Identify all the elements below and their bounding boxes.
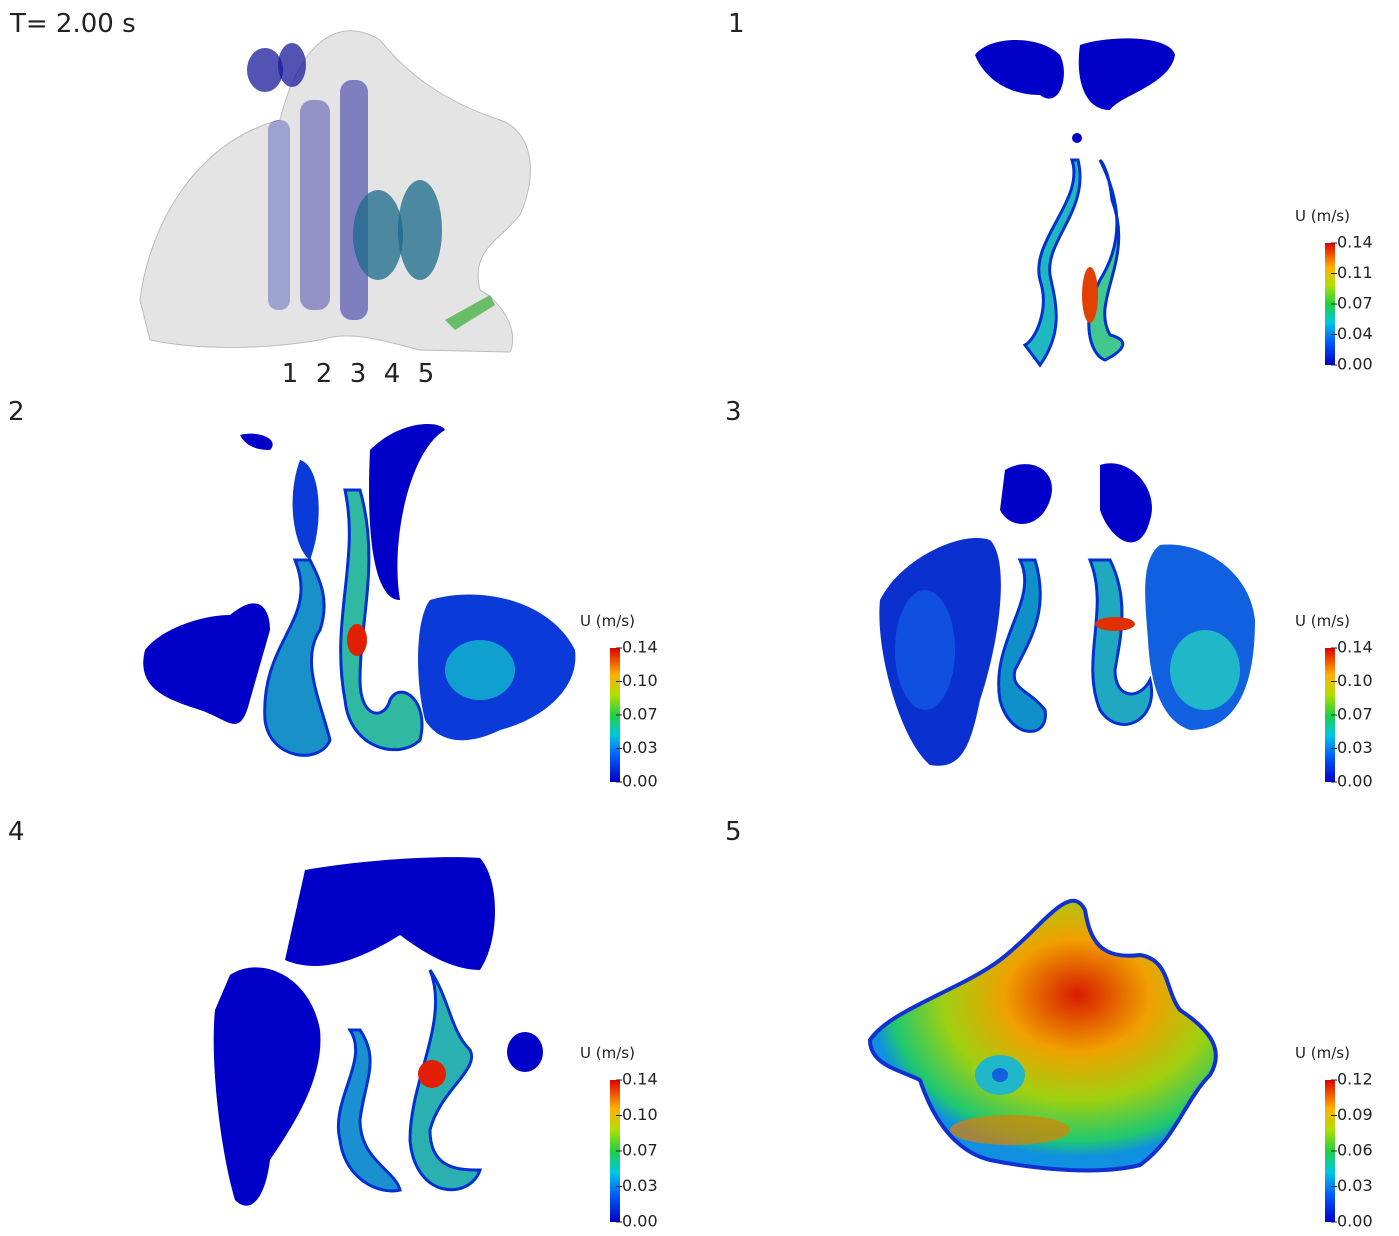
colorbar-tick-label: 0.03	[1337, 738, 1373, 757]
slice-5	[867, 898, 1218, 1173]
colorbar-tick-label: 0.00	[1337, 355, 1373, 374]
colorbar-tick-label: 0.06	[1337, 1141, 1373, 1160]
colorbar-tick-label: 0.03	[1337, 1176, 1373, 1195]
slice-2	[143, 424, 576, 757]
colorbar-title: U (m/s)	[1295, 207, 1350, 225]
colorbar-tick-label: 0.07	[1337, 294, 1373, 313]
colorbar-tick-label: 0.14	[1337, 233, 1373, 252]
colorbar-tick-label: 0.14	[1337, 638, 1373, 657]
colorbar-tick-label: 0.00	[1337, 1212, 1373, 1231]
panel-label: 1	[728, 9, 745, 39]
colorbar-title: U (m/s)	[580, 1044, 635, 1062]
section-label: 2	[316, 359, 333, 389]
colorbar-title: U (m/s)	[1295, 612, 1350, 630]
colorbar-tick-label: 0.03	[622, 738, 658, 757]
panel-label: 3	[725, 397, 742, 427]
panel-label: 5	[725, 817, 742, 847]
colorbar-tick-label: 0.00	[1337, 772, 1373, 791]
time-label: T= 2.00 s	[9, 9, 136, 39]
panel-annotations: 1 U (m/s) 0.14 0.11 0.07 0.04 0.00 2 U (m/s) 0.14…	[8, 9, 1373, 1231]
colorbar-tick-label: 0.10	[622, 671, 658, 690]
colorbar-tick-label: 0.00	[622, 772, 658, 791]
slice-1	[975, 38, 1175, 368]
colorbar	[610, 1080, 620, 1222]
colorbar-tick-label: 0.12	[1337, 1070, 1373, 1089]
overview-render	[139, 30, 531, 353]
colorbar-tick-label: 0.10	[622, 1105, 658, 1124]
colorbar-tick-label: 0.10	[1337, 671, 1373, 690]
colorbar-tick-label: 0.00	[622, 1212, 658, 1231]
colorbar-tick-label: 0.14	[622, 1070, 658, 1089]
colorbar	[610, 648, 620, 782]
panel-label: 2	[8, 397, 25, 427]
colorbar-tick-label: 0.07	[622, 1141, 658, 1160]
colorbar-tick-label: 0.11	[1337, 263, 1373, 282]
colorbar-tick-label: 0.09	[1337, 1105, 1373, 1124]
section-label: 4	[384, 359, 401, 389]
colorbar-tick-label: 0.14	[622, 638, 658, 657]
colorbar-title: U (m/s)	[1295, 1044, 1350, 1062]
colorbar	[1325, 648, 1335, 782]
colorbar	[1325, 243, 1335, 365]
colorbar-title: U (m/s)	[580, 612, 635, 630]
section-label: 3	[350, 359, 367, 389]
colorbar-tick-label: 0.07	[622, 705, 658, 724]
colorbar	[1325, 1080, 1335, 1222]
slice-3	[879, 463, 1255, 766]
panel-label: 4	[8, 817, 25, 847]
slice-4	[213, 857, 543, 1206]
colorbar-tick-label: 0.07	[1337, 705, 1373, 724]
section-label: 1	[282, 359, 299, 389]
colorbar-tick-label: 0.03	[622, 1176, 658, 1195]
section-label: 5	[418, 359, 435, 389]
colorbar-tick-label: 0.04	[1337, 324, 1373, 343]
